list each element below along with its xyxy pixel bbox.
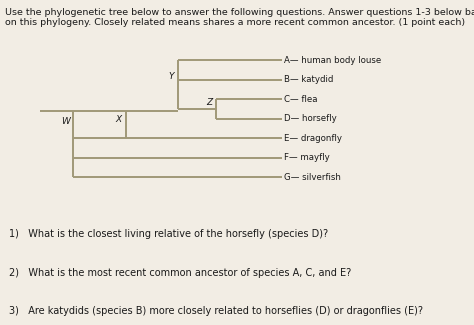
Text: D— horsefly: D— horsefly [284, 114, 337, 123]
Text: W: W [61, 117, 70, 126]
Text: on this phylogeny. Closely related means shares a more recent common ancestor. (: on this phylogeny. Closely related means… [5, 18, 465, 27]
Text: Z: Z [207, 98, 213, 107]
Text: B— katydid: B— katydid [284, 75, 334, 84]
Text: 3)   Are katydids (species B) more closely related to horseflies (D) or dragonfl: 3) Are katydids (species B) more closely… [9, 306, 423, 316]
Text: Use the phylogenetic tree below to answer the following questions. Answer questi: Use the phylogenetic tree below to answe… [5, 8, 474, 17]
Text: C— flea: C— flea [284, 95, 318, 104]
Text: Y: Y [168, 72, 174, 81]
Text: E— dragonfly: E— dragonfly [284, 134, 342, 143]
Text: A— human body louse: A— human body louse [284, 56, 382, 65]
Text: 1)   What is the closest living relative of the horsefly (species D)?: 1) What is the closest living relative o… [9, 229, 328, 239]
Text: G— silverfish: G— silverfish [284, 173, 341, 182]
Text: F— mayfly: F— mayfly [284, 153, 330, 162]
Text: 2)   What is the most recent common ancestor of species A, C, and E?: 2) What is the most recent common ancest… [9, 268, 352, 278]
Text: X: X [116, 115, 122, 124]
